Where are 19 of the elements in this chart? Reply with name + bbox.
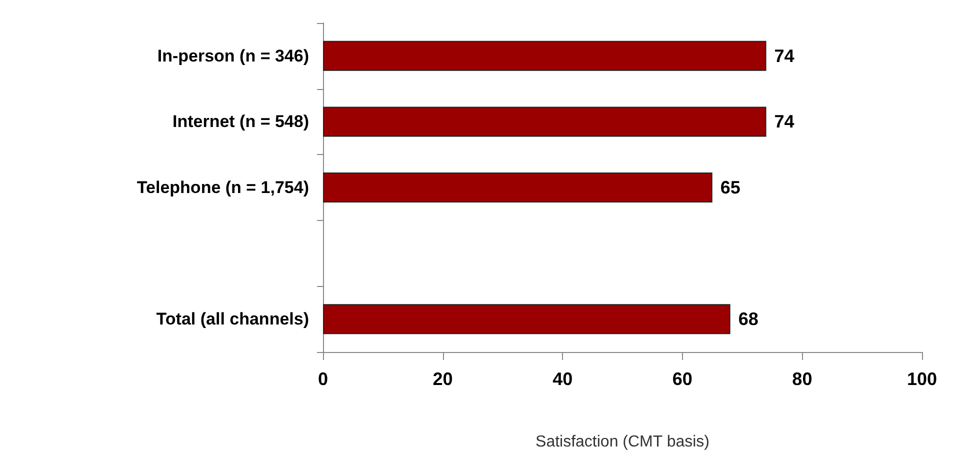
data-label: 74 xyxy=(774,46,794,66)
x-tick-label: 0 xyxy=(318,369,328,389)
x-tick-label: 100 xyxy=(906,369,938,389)
data-label: 65 xyxy=(720,178,740,198)
x-axis-title: Satisfaction (CMT basis) xyxy=(536,434,710,450)
bar xyxy=(323,304,730,334)
x-tick-label: 80 xyxy=(792,369,812,389)
y-tick-label: In-person (n = 346) xyxy=(157,46,309,66)
bar xyxy=(323,40,766,71)
data-label: 68 xyxy=(738,309,758,330)
bar xyxy=(323,172,712,202)
data-label: 74 xyxy=(774,112,794,132)
bar xyxy=(323,106,766,137)
x-tick-label: 40 xyxy=(552,369,573,389)
x-tick-label: 20 xyxy=(432,369,453,389)
y-tick-label: Telephone (n = 1,754) xyxy=(136,178,309,197)
y-tick-label: Total (all channels) xyxy=(156,310,309,329)
x-tick-label: 60 xyxy=(672,369,692,389)
y-tick-label: Internet (n = 548) xyxy=(172,112,309,132)
